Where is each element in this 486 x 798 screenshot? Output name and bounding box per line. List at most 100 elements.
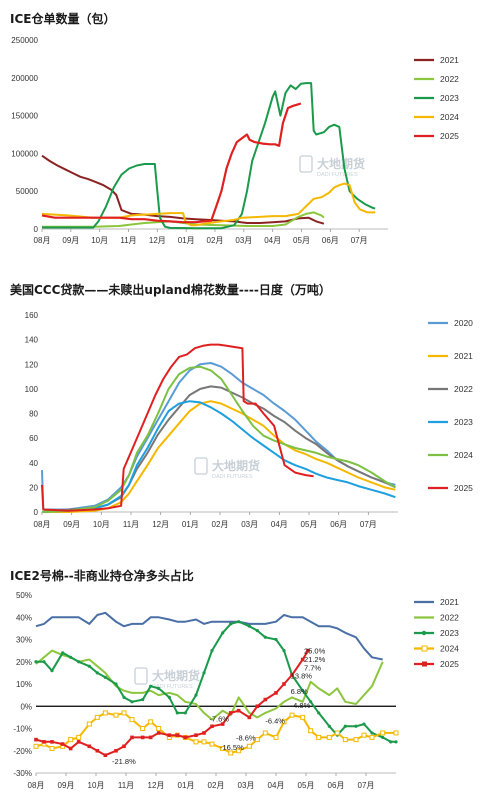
legend-marker [421, 645, 428, 652]
x-tick-label: 09月 [58, 781, 75, 790]
y-tick-label: 20 [29, 483, 38, 492]
data-label: -21.8% [112, 757, 136, 766]
data-point [246, 743, 252, 749]
x-tick-label: 11月 [123, 520, 139, 529]
series-line-2023 [41, 400, 396, 513]
data-point [289, 712, 295, 718]
data-label: -8.6% [236, 733, 256, 742]
data-point [228, 711, 233, 715]
data-point [121, 710, 127, 716]
x-tick-label: 05月 [293, 236, 310, 245]
data-point [122, 744, 126, 749]
data-point [50, 740, 54, 744]
data-point [394, 740, 398, 744]
data-point [113, 712, 119, 718]
data-point [380, 730, 386, 736]
data-point [255, 629, 259, 633]
watermark-text: 大地期货 [317, 156, 365, 171]
data-point [103, 753, 108, 757]
data-point [42, 660, 46, 664]
legend-label-2022: 2022 [440, 74, 459, 84]
chart-warehouse-receipts: 0 50000 100000 150000 200000 250000 08月 09月 10月 1… [11, 36, 459, 245]
y-tick-label: 20% [16, 658, 32, 667]
legend-label-2023: 2023 [454, 417, 473, 427]
data-point [247, 624, 251, 628]
legend-label-2024: 2024 [440, 112, 459, 122]
data-point [86, 721, 92, 727]
data-point [50, 669, 54, 673]
series-markers-2025 [34, 648, 310, 757]
data-point [353, 737, 359, 743]
x-tick-label: 06月 [328, 781, 345, 790]
legend-label-2025: 2025 [454, 483, 473, 493]
data-point [393, 730, 399, 736]
x-tick-label: 10月 [88, 781, 105, 790]
x-tick-label: 05月 [298, 781, 315, 790]
chart-title-warehouse-receipts: ICE仓单数量（包） [10, 12, 116, 26]
series-line-2024 [41, 365, 396, 513]
data-point [157, 686, 161, 691]
x-tick-label: 10月 [91, 236, 108, 245]
x-tick-label: 11月 [118, 781, 134, 790]
data-point [149, 684, 153, 688]
legend-label-2020: 2020 [454, 318, 473, 328]
chart-net-long: -30% -20% -10% 0% 10% 20% 30% 40% 50% 08月 09月 10月 11… [13, 591, 459, 790]
data-point [381, 735, 385, 739]
data-point [114, 682, 118, 686]
data-point [193, 739, 199, 745]
data-point [68, 746, 73, 751]
legend-label-2022: 2022 [440, 613, 459, 623]
data-point [103, 675, 107, 679]
data-point [316, 734, 322, 740]
data-point [343, 724, 347, 728]
watermark-icon [299, 155, 313, 173]
watermark-text: 大地期货 [152, 668, 200, 683]
data-label: -16.5% [220, 743, 244, 752]
x-tick-label: 09月 [62, 236, 79, 245]
data-point [308, 728, 314, 734]
data-point [87, 664, 91, 668]
x-tick-label: 03月 [235, 236, 252, 245]
y-tick-label: 0% [20, 702, 32, 711]
data-point [362, 722, 366, 726]
data-point [175, 733, 180, 737]
y-tick-label: 40% [16, 613, 32, 622]
data-point [300, 657, 305, 662]
x-tick-label: 07月 [358, 781, 375, 790]
data-label: 25.0% [304, 647, 326, 656]
chart-panel-ccc-loans: 美国CCC贷款——未赎出upland棉花数量----日度（万吨） 0 20 40 60… [0, 265, 486, 545]
x-tick-label: 06月 [330, 520, 347, 529]
series-line-2025 [41, 102, 302, 224]
legend-label-2021: 2021 [454, 351, 473, 361]
data-point [306, 648, 310, 653]
x-tick-label: 10月 [93, 520, 110, 529]
data-point [228, 750, 234, 756]
watermark-subtext: DADI FUTURES [212, 474, 253, 480]
data-point [370, 731, 374, 735]
data-point [77, 660, 81, 664]
data-point [301, 689, 305, 693]
series-line-2021 [41, 154, 325, 225]
x-tick-label: 04月 [264, 236, 281, 245]
data-point [263, 697, 268, 702]
series-line-2023 [42, 82, 376, 230]
legend-label-2021: 2021 [440, 597, 459, 607]
data-point [95, 671, 99, 675]
data-point [102, 710, 108, 716]
series-line-2021 [42, 400, 396, 513]
legend-marker [421, 630, 427, 636]
chart-panel-warehouse-receipts: ICE仓单数量（包） 0 50000 100000 150000 200000 25000… [0, 0, 486, 258]
data-point [300, 714, 306, 720]
x-tick-label: 08月 [34, 520, 51, 529]
chart-panel-net-long: ICE2号棉--非商业持仓净多头占比 -30% -20% -10% 0% 10% 20% 3… [0, 555, 486, 798]
data-point [221, 631, 225, 635]
data-point [183, 735, 188, 740]
watermark-subtext: DADI FUTURES [152, 684, 193, 690]
data-point [49, 746, 55, 752]
data-point [94, 714, 100, 720]
data-point [129, 717, 135, 723]
data-point [69, 655, 73, 659]
series-line-2025 [41, 343, 314, 512]
y-tick-label: 160 [25, 311, 39, 320]
